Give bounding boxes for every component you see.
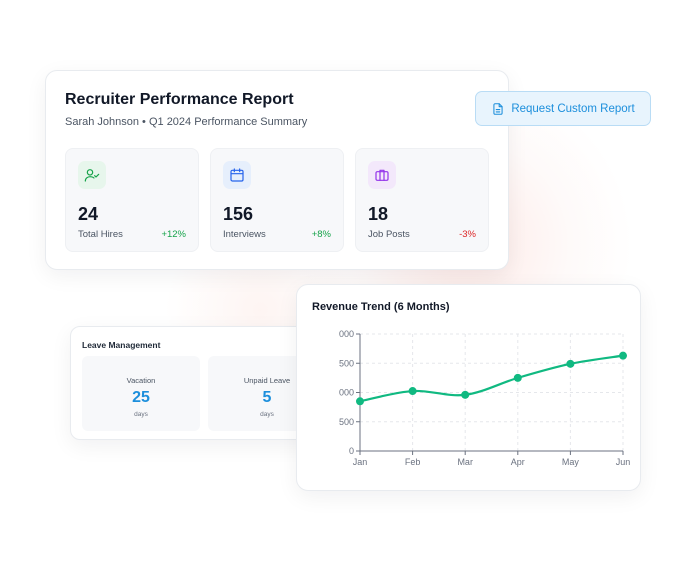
stat-delta: -3% bbox=[459, 229, 476, 240]
revenue-data-point bbox=[513, 373, 522, 382]
performance-report-card: Recruiter Performance Report Sarah Johns… bbox=[45, 70, 509, 270]
y-tick-label: 500 bbox=[339, 358, 354, 368]
stat-value: 18 bbox=[368, 204, 389, 224]
x-tick-label: May bbox=[562, 457, 580, 467]
stat-delta: +12% bbox=[161, 229, 186, 240]
revenue-data-point bbox=[566, 359, 575, 368]
leave-vacation: Vacation 25 days bbox=[82, 356, 200, 431]
stat-card-job-posts: 18 Job Posts -3% bbox=[355, 148, 489, 252]
calendar-icon bbox=[223, 161, 251, 189]
stat-delta: +8% bbox=[311, 229, 331, 240]
x-tick-label: Mar bbox=[457, 457, 473, 467]
leave-unit: days bbox=[134, 411, 148, 418]
revenue-data-point bbox=[461, 390, 470, 399]
stat-label: Interviews bbox=[223, 229, 266, 240]
report-title: Recruiter Performance Report bbox=[65, 91, 294, 108]
user-check-icon bbox=[78, 161, 106, 189]
briefcase-icon bbox=[368, 161, 396, 189]
leave-unit: days bbox=[260, 411, 274, 418]
y-tick-label: 0 bbox=[349, 446, 354, 456]
leave-value: 25 bbox=[132, 389, 150, 406]
stat-card-total-hires: 24 Total Hires +12% bbox=[65, 148, 199, 252]
x-tick-label: Apr bbox=[511, 457, 525, 467]
y-tick-label: 500 bbox=[339, 417, 354, 427]
stat-card-interviews: 156 Interviews +8% bbox=[210, 148, 344, 252]
y-tick-label: 000 bbox=[339, 329, 354, 339]
document-icon bbox=[491, 102, 505, 116]
request-custom-report-button[interactable]: Request Custom Report bbox=[475, 91, 651, 126]
revenue-series-line bbox=[359, 354, 624, 403]
stat-label: Job Posts bbox=[368, 229, 410, 240]
request-custom-report-label: Request Custom Report bbox=[511, 102, 635, 115]
revenue-data-point bbox=[619, 351, 627, 360]
x-tick-label: Feb bbox=[405, 457, 421, 467]
stat-label: Total Hires bbox=[78, 229, 123, 240]
leave-label: Vacation bbox=[126, 376, 156, 385]
y-tick-label: 000 bbox=[339, 388, 354, 398]
revenue-line-chart: 0 500 000 500 000 Jan Feb Mar Apr May Jun bbox=[339, 329, 631, 467]
revenue-data-point bbox=[408, 387, 417, 396]
revenue-trend-card: Revenue Trend (6 Months) 0 500 000 500 000 Ja… bbox=[296, 284, 641, 491]
x-tick-label: Jun bbox=[616, 457, 631, 467]
revenue-data-point bbox=[356, 397, 364, 406]
revenue-title: Revenue Trend (6 Months) bbox=[312, 301, 450, 313]
report-subtitle: Sarah Johnson • Q1 2024 Performance Summ… bbox=[65, 116, 308, 128]
leave-label: Unpaid Leave bbox=[243, 376, 291, 385]
stat-value: 156 bbox=[223, 204, 254, 224]
leave-value: 5 bbox=[262, 389, 272, 406]
leave-title: Leave Management bbox=[82, 340, 161, 350]
leave-management-card: Leave Management Vacation 25 days Unpaid… bbox=[70, 326, 340, 440]
stat-value: 24 bbox=[78, 204, 99, 224]
x-tick-label: Jan bbox=[353, 457, 368, 467]
